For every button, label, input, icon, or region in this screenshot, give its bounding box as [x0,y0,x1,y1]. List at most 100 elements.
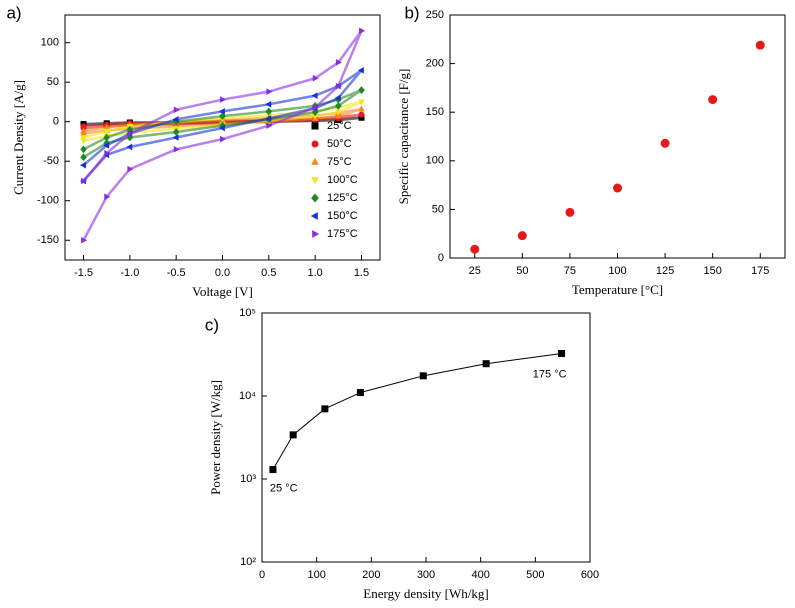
legend-marker [310,212,318,220]
y-axis-label: Current Density [A/g] [11,80,26,195]
data-point [558,350,566,358]
y-tick-label: 200 [426,58,444,70]
y-tick-label: 10² [240,556,256,568]
y-axis-label: Specific capacitance [F/g] [396,69,411,205]
panel-label: b) [404,3,419,22]
data-point [357,67,364,74]
data-point [311,113,319,120]
data-point [419,372,427,380]
x-tick-label: 125 [656,265,674,277]
data-point [127,130,134,137]
x-tick-label: 0.0 [215,267,230,279]
data-point [269,466,277,474]
data-point [173,146,180,153]
data-point [311,108,319,117]
y-tick-label: 10³ [240,473,256,485]
data-point [218,124,225,132]
x-tick-label: -1.0 [120,267,139,279]
data-point [80,138,87,145]
data-point [265,101,272,108]
data-point [266,122,273,129]
plot-frame [261,312,591,563]
x-tick-label: -0.5 [167,267,186,279]
y-tick-label: -100 [37,195,59,207]
legend-marker [312,230,320,238]
x-tick-label: 25 [469,265,481,277]
data-point [173,106,180,114]
data-point [126,143,133,151]
data-point [321,405,329,413]
data-point [79,161,86,169]
data-point [127,165,134,173]
data-point [265,107,273,116]
x-tick-label: 100 [307,569,325,581]
x-tick-label: 150 [703,265,721,277]
data-point [335,101,342,110]
data-point [660,138,670,148]
data-point [708,95,718,105]
data-point [80,153,87,162]
data-point [104,150,111,157]
data-point [358,86,365,94]
y-tick-label: 250 [426,9,444,21]
legend-marker [311,177,319,185]
x-tick-label: 600 [581,569,599,581]
y-tick-label: 50 [432,203,444,215]
data-point [335,109,342,116]
data-point [80,129,87,136]
data-point [266,88,273,95]
data-point [358,105,365,112]
annotation: 175 °C [533,368,567,380]
data-point [335,82,342,90]
y-tick-label: 100 [426,155,444,167]
data-point [358,114,365,121]
data-point [312,74,319,82]
legend-label: 50°C [327,138,352,150]
x-tick-label: 175 [751,265,769,277]
data-point [335,59,342,66]
data-point [289,431,297,439]
x-tick-label: 100 [608,265,626,277]
series-line [272,353,562,470]
annotation: 25 °C [270,482,298,494]
data-point [334,94,341,102]
data-point [613,183,622,193]
data-point [103,128,110,135]
data-point [103,123,110,130]
data-point [172,116,179,123]
legend-marker [311,140,319,148]
x-axis-label: Energy density [Wh/kg] [363,586,488,601]
data-point [218,108,225,115]
data-point [81,177,88,185]
legend-marker [311,122,319,130]
data-point [470,244,480,254]
data-point [755,40,765,50]
plot-frame [449,14,786,259]
data-point [172,117,180,126]
data-point [80,135,87,142]
panel-label: a) [6,3,21,22]
x-axis-label: Temperature [°C] [572,282,663,297]
data-point [220,96,227,103]
y-tick-label: 100 [41,37,59,49]
data-point [172,128,180,136]
data-point [103,142,110,149]
data-point [80,145,87,154]
data-point [220,135,227,143]
data-point [81,236,88,244]
x-tick-label: 500 [526,569,544,581]
x-tick-label: 1.5 [354,267,369,279]
data-point [359,27,366,35]
x-tick-label: 50 [516,265,528,277]
legend-marker [311,157,319,165]
y-tick-label: -50 [43,155,59,167]
data-point [172,134,179,141]
legend-marker [311,193,319,203]
data-point [358,99,365,106]
data-point [565,207,575,217]
legend-label: 75°C [327,156,352,168]
x-tick-label: 0.5 [261,267,276,279]
x-tick-label: -1.5 [74,267,93,279]
data-point [126,125,134,134]
data-point [517,231,527,241]
